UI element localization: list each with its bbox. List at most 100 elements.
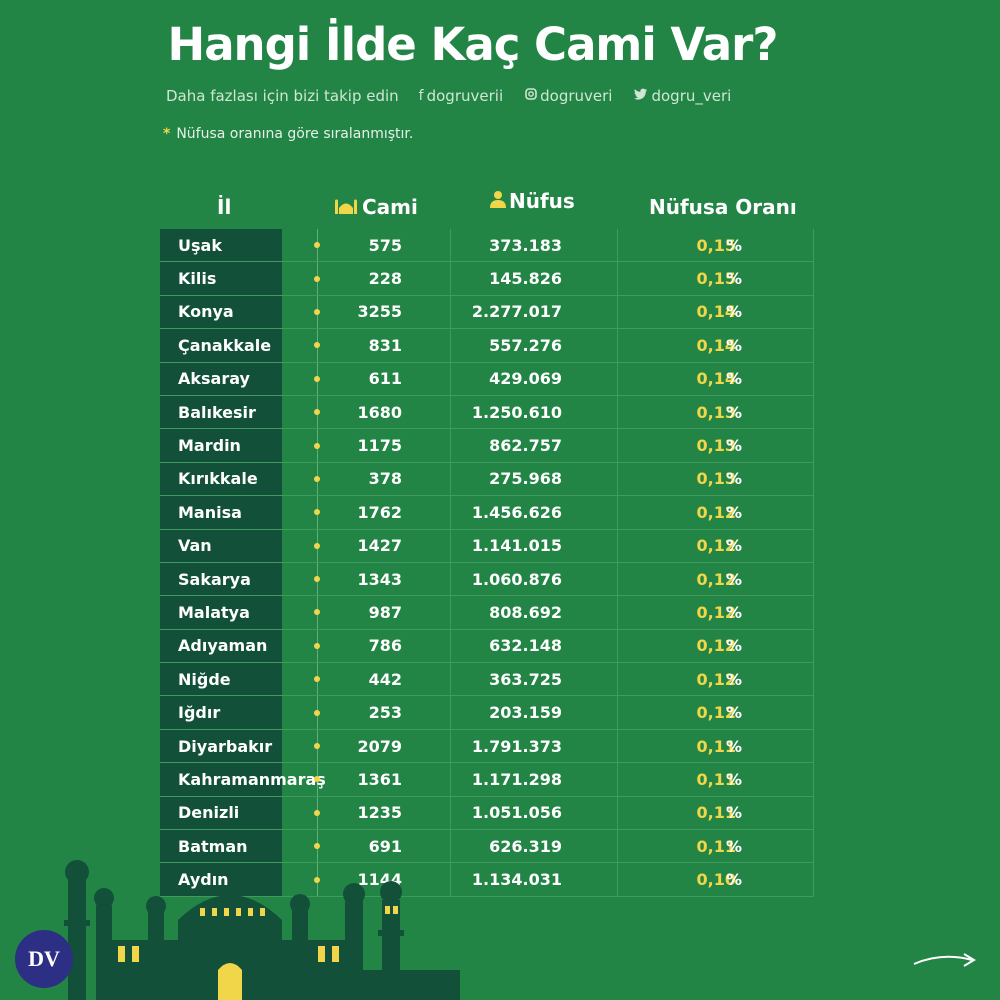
- ratio-value: 0,12: [696, 502, 736, 522]
- row-dot: [314, 743, 320, 750]
- row-dot: [314, 609, 320, 616]
- percent-sign: %: [726, 436, 743, 456]
- header-il: İl: [217, 195, 232, 219]
- percent-sign: %: [726, 569, 743, 589]
- ratio-value: 0,15: [696, 235, 736, 255]
- mosque-count: 442: [368, 669, 402, 689]
- data-table: Uşak 575 373.183 0,15% Kilis 228 145.826 0,15% K…: [160, 229, 813, 897]
- percent-sign: %: [726, 469, 743, 489]
- mosque-count: 1427: [357, 536, 402, 556]
- row-dot: [314, 275, 320, 282]
- row-dot: [314, 642, 320, 649]
- row-dot: [314, 576, 320, 583]
- province-name: Iğdır: [178, 703, 221, 723]
- facebook-icon: f: [418, 88, 424, 104]
- population: 1.051.056: [471, 803, 562, 823]
- row-dot: [314, 475, 320, 482]
- percent-sign: %: [726, 302, 743, 322]
- twitter-icon: [634, 88, 648, 104]
- ratio-value: 0,10: [696, 870, 736, 890]
- column-divider: [450, 229, 451, 897]
- table-header: İl Cami Nüfus Nüfusa Oranı: [0, 189, 1000, 224]
- row-dot: [314, 442, 320, 449]
- province-name: Aydın: [178, 870, 229, 890]
- ratio-value: 0,12: [696, 536, 736, 556]
- percent-sign: %: [726, 836, 743, 856]
- table-row: Çanakkale 831 557.276 0,14%: [160, 329, 813, 363]
- percent-sign: %: [726, 636, 743, 656]
- population: 1.456.626: [471, 502, 562, 522]
- table-row: Sakarya 1343 1.060.876 0,12%: [160, 563, 813, 597]
- province-name: Batman: [178, 836, 248, 856]
- percent-sign: %: [726, 669, 743, 689]
- table-row: Aksaray 611 429.069 0,14%: [160, 363, 813, 396]
- row-dot: [314, 709, 320, 716]
- percent-sign: %: [726, 803, 743, 823]
- province-name: Kilis: [178, 269, 217, 289]
- table-row: Balıkesir 1680 1.250.610 0,13%: [160, 396, 813, 430]
- population: 862.757: [489, 436, 562, 456]
- province-name: Sakarya: [178, 569, 251, 589]
- percent-sign: %: [726, 703, 743, 723]
- mosque-count: 2079: [357, 736, 402, 756]
- mosque-count: 611: [368, 369, 402, 389]
- population: 557.276: [489, 335, 562, 355]
- province-name: Adıyaman: [178, 636, 268, 656]
- province-name: Malatya: [178, 602, 250, 622]
- mosque-count: 1762: [357, 502, 402, 522]
- mosque-count: 1680: [357, 402, 402, 422]
- row-dot: [314, 409, 320, 416]
- table-row: Kilis 228 145.826 0,15%: [160, 262, 813, 296]
- ratio-value: 0,14: [696, 335, 736, 355]
- mosque-count: 378: [368, 469, 402, 489]
- logo-text: DV: [28, 946, 60, 971]
- mosque-count: 1175: [357, 436, 402, 456]
- facebook-link[interactable]: f dogruverii: [419, 87, 503, 105]
- percent-sign: %: [726, 235, 743, 255]
- ratio-value: 0,12: [696, 636, 736, 656]
- row-dot: [314, 776, 320, 783]
- row-dot: [314, 342, 320, 349]
- row-dot: [314, 509, 320, 516]
- table-row: Konya 3255 2.277.017 0,14%: [160, 296, 813, 330]
- mosque-count: 691: [368, 836, 402, 856]
- header-nufus-label: Nüfus: [509, 189, 575, 213]
- province-name: Van: [178, 536, 212, 556]
- province-name: Çanakkale: [178, 335, 272, 355]
- ratio-value: 0,13: [696, 469, 736, 489]
- page-title: Hangi İlde Kaç Cami Var?: [167, 18, 779, 71]
- header-nufus: Nüfus: [489, 184, 575, 218]
- table-row: Diyarbakır 2079 1.791.373 0,11%: [160, 730, 813, 764]
- population: 1.171.298: [471, 769, 562, 789]
- note-asterisk: *: [163, 126, 171, 142]
- mosque-count: 253: [368, 703, 402, 723]
- table-row: Iğdır 253 203.159 0,12%: [160, 696, 813, 730]
- province-column-band: [160, 229, 282, 897]
- percent-sign: %: [726, 269, 743, 289]
- percent-sign: %: [726, 402, 743, 422]
- table-row: Malatya 987 808.692 0,12%: [160, 596, 813, 630]
- facebook-handle: dogruverii: [426, 87, 504, 105]
- ratio-value: 0,11: [696, 803, 736, 823]
- arrow-right-icon[interactable]: [912, 946, 978, 970]
- twitter-link[interactable]: dogru_veri: [634, 87, 731, 105]
- row-dot: [314, 876, 320, 883]
- ratio-value: 0,12: [696, 569, 736, 589]
- population: 626.319: [489, 836, 562, 856]
- population: 373.183: [489, 235, 562, 255]
- population: 2.277.017: [471, 302, 562, 322]
- header-oran: Nüfusa Oranı: [649, 195, 797, 219]
- table-row: Denizli 1235 1.051.056 0,11%: [160, 797, 813, 831]
- row-dot: [314, 375, 320, 382]
- mosque-count: 1235: [357, 803, 402, 823]
- row-dot: [314, 676, 320, 683]
- population: 632.148: [489, 636, 562, 656]
- population: 363.725: [489, 669, 562, 689]
- mosque-count: 831: [368, 335, 402, 355]
- instagram-icon: [525, 88, 537, 104]
- population: 429.069: [489, 369, 562, 389]
- percent-sign: %: [726, 536, 743, 556]
- ratio-value: 0,15: [696, 269, 736, 289]
- column-divider: [813, 229, 814, 897]
- instagram-link[interactable]: dogruveri: [525, 87, 612, 105]
